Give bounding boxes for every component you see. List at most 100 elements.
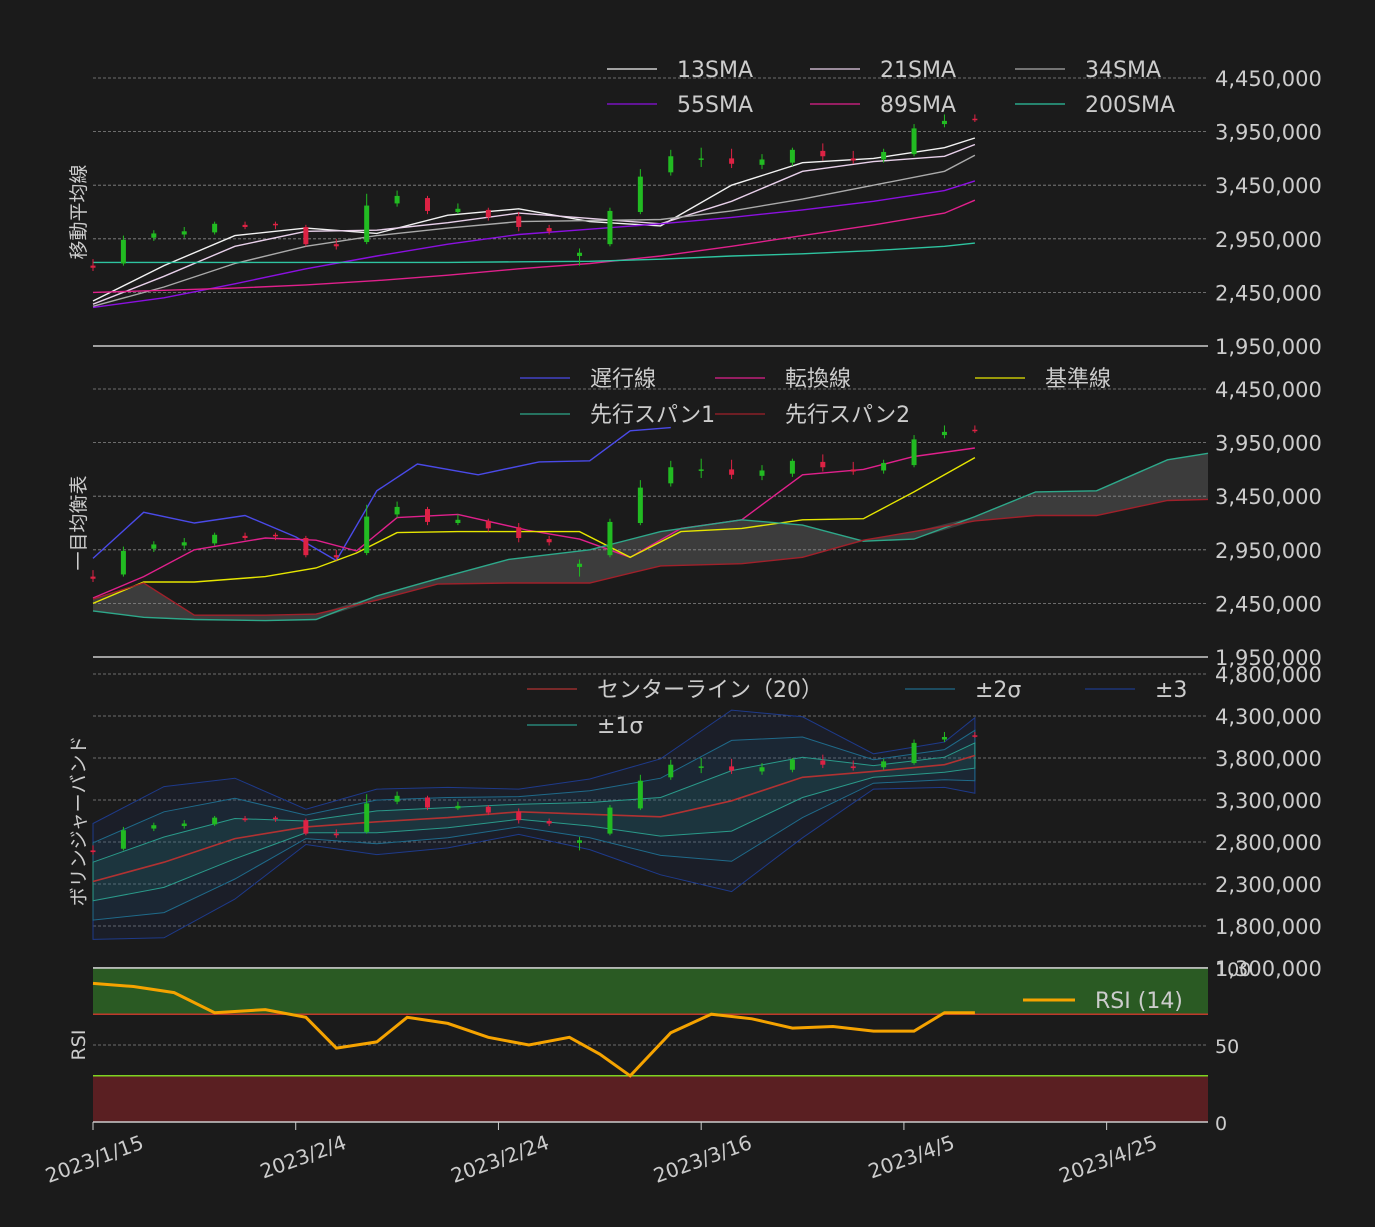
candle-body xyxy=(820,461,826,468)
y-tick-label: 4,800,000 xyxy=(1215,663,1322,687)
candle-body xyxy=(485,520,491,529)
legend-label: 34SMA xyxy=(1085,58,1161,83)
panel-label: 一目均衡表 xyxy=(68,475,90,570)
candle-body xyxy=(577,252,583,256)
candle-body xyxy=(820,760,826,765)
candle-body xyxy=(789,460,795,474)
candle-body xyxy=(516,811,522,821)
x-tick-label: 2023/2/4 xyxy=(257,1130,350,1183)
ichimoku-line xyxy=(92,447,975,599)
candle-body xyxy=(820,150,826,157)
candle-body xyxy=(637,176,643,212)
candle-body xyxy=(90,850,96,853)
candle-body xyxy=(759,767,765,772)
candle-body xyxy=(485,806,491,813)
candle-body xyxy=(941,120,947,125)
candle-body xyxy=(364,803,370,832)
y-tick-label: 1,950,000 xyxy=(1215,646,1322,670)
candle-body xyxy=(303,538,309,556)
candle-body xyxy=(972,118,978,121)
y-tick-label: 3,300,000 xyxy=(1215,789,1322,813)
candle-body xyxy=(668,764,674,778)
y-tick-label: 3,450,000 xyxy=(1215,485,1322,509)
legend-label: ±3 xyxy=(1155,678,1187,703)
y-tick-label: 2,300,000 xyxy=(1215,873,1322,897)
sma-line xyxy=(92,199,976,294)
sma-line xyxy=(92,143,976,305)
y-tick-label: 2,950,000 xyxy=(1215,539,1322,563)
candle-body xyxy=(425,509,430,522)
candle-body xyxy=(212,817,218,825)
ichimoku-line xyxy=(92,452,1209,622)
y-tick-label: 3,950,000 xyxy=(1215,121,1322,145)
candle-body xyxy=(972,735,978,737)
legend-label: 200SMA xyxy=(1085,93,1175,118)
candle-body xyxy=(181,542,187,546)
x-tick-label: 2023/4/25 xyxy=(1056,1130,1161,1188)
candle-body xyxy=(759,159,765,165)
y-tick-label: 4,300,000 xyxy=(1215,705,1322,729)
candle-body xyxy=(212,223,218,233)
candle-body xyxy=(364,205,370,243)
candle-body xyxy=(698,158,704,160)
candle-body xyxy=(212,534,218,544)
candle-body xyxy=(394,506,400,515)
candle-body xyxy=(425,198,430,211)
candle-body xyxy=(911,128,917,155)
sma-line xyxy=(92,154,976,307)
legend-label: 55SMA xyxy=(677,93,753,118)
candle-body xyxy=(729,766,735,771)
candle-body xyxy=(485,209,491,218)
candle-body xyxy=(881,151,887,160)
y-tick-label: 3,950,000 xyxy=(1215,432,1322,456)
candle-body xyxy=(120,550,126,575)
candle-body xyxy=(394,195,400,204)
candle-body xyxy=(546,821,552,824)
bollinger-band xyxy=(92,709,976,940)
x-tick-label: 2023/3/16 xyxy=(650,1130,755,1188)
candle-body xyxy=(181,823,187,827)
candle-body xyxy=(698,469,704,471)
candle-body xyxy=(850,158,856,161)
x-tick-label: 2023/2/24 xyxy=(448,1130,553,1188)
candle-body xyxy=(881,761,887,768)
candle-body xyxy=(303,227,309,245)
bollinger-center-line xyxy=(92,754,976,883)
y-tick-label: 4,450,000 xyxy=(1215,378,1322,402)
candle-body xyxy=(729,158,735,164)
ichimoku-line xyxy=(92,456,976,605)
x-tick-label: 2023/1/15 xyxy=(42,1130,147,1188)
candle-body xyxy=(516,527,522,539)
candle-body xyxy=(546,539,552,543)
candle-body xyxy=(668,156,674,173)
candle-body xyxy=(607,807,613,834)
candle-body xyxy=(637,780,643,809)
y-tick-label: 2,450,000 xyxy=(1215,592,1322,616)
candle-body xyxy=(911,439,917,466)
candle-body xyxy=(333,244,339,247)
panel-label: ボリンジャーバンド xyxy=(68,736,90,907)
x-tick-label: 2023/4/5 xyxy=(865,1130,958,1183)
candle-body xyxy=(850,766,856,769)
sma-line xyxy=(92,137,976,302)
y-tick-label: 2,950,000 xyxy=(1215,228,1322,252)
candle-body xyxy=(607,210,613,245)
candle-body xyxy=(242,224,248,228)
candle-body xyxy=(272,817,278,820)
legend-label: 89SMA xyxy=(880,93,956,118)
y-tick-label: 3,450,000 xyxy=(1215,174,1322,198)
y-tick-label: 1,950,000 xyxy=(1215,335,1322,359)
ichimoku-line xyxy=(92,498,1209,616)
y-tick-label: 4,450,000 xyxy=(1215,67,1322,91)
candle-body xyxy=(364,516,370,554)
rsi-line xyxy=(92,981,975,1078)
bollinger-band xyxy=(92,729,976,921)
candle-body xyxy=(455,208,461,212)
candle-body xyxy=(425,797,430,808)
candle-body xyxy=(90,265,96,268)
candle-body xyxy=(911,742,917,764)
rsi-oversold-zone xyxy=(93,1075,1208,1122)
legend-label: 21SMA xyxy=(880,58,956,83)
